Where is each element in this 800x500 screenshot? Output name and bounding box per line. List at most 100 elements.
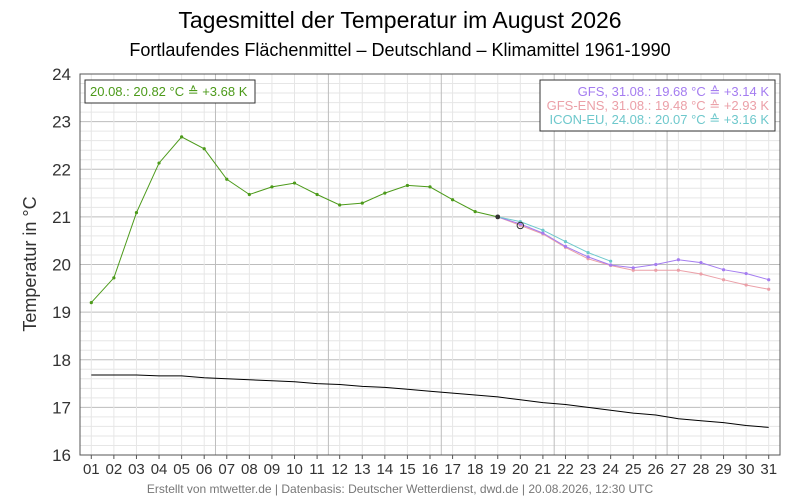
data-point-gfs-ens: [676, 268, 680, 272]
data-point-gfs: [586, 255, 590, 259]
observed-last-marker: [495, 214, 501, 220]
data-point-observed: [225, 177, 229, 181]
data-point-observed: [270, 185, 274, 189]
data-point-observed: [450, 198, 455, 202]
series-group: [89, 135, 771, 428]
x-tick-label: 19: [489, 461, 506, 478]
x-tick-label: 12: [331, 461, 348, 478]
current-mean-marker: [516, 221, 525, 230]
data-point-gfs: [744, 271, 748, 276]
legend-left: 20.08.: 20.82 °C ≙ +3.68 K: [84, 79, 256, 104]
y-tick-label: 22: [52, 160, 71, 179]
data-point-observed: [134, 210, 139, 215]
x-tick-label: 29: [715, 461, 732, 478]
y-tick-label: 23: [52, 113, 71, 132]
chart-subtitle: Fortlaufendes Flächenmittel – Deutschlan…: [129, 40, 670, 60]
data-point-gfs-ens: [631, 268, 635, 272]
data-point-icon-eu: [563, 240, 568, 244]
y-axis-label: Temperatur in °C: [20, 196, 40, 331]
data-point-observed: [202, 147, 206, 151]
data-point-gfs: [654, 262, 658, 267]
x-tick-label: 14: [376, 461, 393, 478]
legend-left-box: [84, 79, 256, 104]
x-tick-label: 09: [264, 461, 281, 478]
legend-right: GFS, 31.08.: 19.68 °C ≙ +3.14 K GFS-ENS,…: [539, 79, 776, 132]
data-point-gfs: [609, 263, 613, 267]
x-tick-label: 04: [151, 461, 168, 478]
y-tick-label: 16: [52, 446, 71, 465]
series-line-climate: [91, 374, 769, 428]
x-tick-label: 24: [602, 461, 619, 478]
data-point-observed: [383, 191, 387, 195]
x-tick-label: 31: [760, 461, 777, 478]
x-tick-label: 06: [196, 461, 213, 478]
data-point-gfs: [699, 260, 703, 265]
data-point-icon-eu: [541, 228, 545, 232]
legend-entry-gfs: GFS, 31.08.: 19.68 °C ≙ +3.14 K: [578, 84, 770, 99]
data-point-gfs: [721, 268, 726, 272]
data-point-observed: [112, 276, 116, 280]
x-tick-label: 23: [580, 461, 597, 478]
y-tick-label: 19: [52, 303, 71, 322]
data-point-gfs-ens: [699, 272, 703, 276]
legend-right-box: [539, 79, 776, 132]
x-axis: 01 02 03 04 05 06 07 08 09 10 11 12 13 14 15 16 17 18 19 20…: [83, 455, 777, 478]
x-tick-label: 02: [106, 461, 123, 478]
x-tick-label: 10: [286, 461, 303, 478]
data-point-observed: [338, 203, 342, 207]
x-tick-label: 30: [738, 461, 755, 478]
x-tick-label: 21: [535, 461, 552, 478]
x-tick-label: 08: [241, 461, 258, 478]
data-point-gfs: [518, 222, 522, 226]
data-point-observed: [428, 185, 432, 189]
data-point-observed: [157, 161, 161, 165]
data-point-gfs-ens: [654, 268, 658, 272]
x-tick-label: 03: [128, 461, 145, 478]
y-tick-label: 20: [52, 256, 71, 275]
data-point-observed: [180, 135, 184, 139]
y-tick-label: 18: [52, 351, 71, 370]
data-point-observed: [473, 210, 477, 214]
y-tick-label: 21: [52, 208, 71, 227]
data-point-icon-eu: [586, 250, 590, 255]
legend-entry-icon-eu: ICON-EU, 24.08.: 20.07 °C ≙ +3.16 K: [549, 112, 769, 127]
data-point-observed: [315, 192, 319, 197]
x-tick-label: 01: [83, 461, 100, 478]
data-point-observed: [89, 301, 93, 305]
x-tick-label: 11: [309, 461, 325, 478]
data-point-gfs: [676, 258, 680, 262]
y-tick-label: 24: [52, 65, 71, 84]
data-point-gfs: [631, 266, 635, 270]
y-axis: 16 17 18 19 20 21 22 23 24: [52, 65, 71, 465]
chart-title: Tagesmittel der Temperatur im August 202…: [178, 7, 621, 33]
x-tick-label: 18: [467, 461, 484, 478]
data-point-gfs: [541, 231, 545, 235]
x-tick-label: 20: [512, 461, 529, 478]
data-point-observed: [405, 183, 410, 188]
chart-footer: Erstellt von mtwetter.de | Datenbasis: D…: [147, 482, 654, 496]
x-tick-label: 26: [647, 461, 664, 478]
legend-left-entry: 20.08.: 20.82 °C ≙ +3.68 K: [90, 84, 248, 99]
data-point-gfs-ens: [744, 283, 748, 287]
x-tick-label: 17: [444, 461, 461, 478]
x-tick-label: 07: [218, 461, 235, 478]
x-tick-label: 25: [625, 461, 642, 478]
data-point-observed: [247, 192, 251, 197]
y-tick-label: 17: [52, 398, 71, 417]
x-tick-label: 05: [173, 461, 190, 478]
data-point-gfs: [767, 278, 771, 282]
data-point-gfs-ens: [767, 287, 771, 291]
data-point-gfs-ens: [721, 278, 726, 282]
x-tick-label: 13: [354, 461, 371, 478]
data-point-icon-eu: [609, 259, 613, 263]
data-point-gfs: [563, 244, 568, 249]
data-point-observed: [360, 201, 364, 205]
x-tick-label: 15: [399, 461, 416, 478]
x-tick-label: 27: [670, 461, 687, 478]
data-point-observed: [292, 181, 297, 185]
x-tick-label: 28: [693, 461, 710, 478]
series-line-icon-eu: [497, 216, 611, 262]
x-tick-label: 16: [422, 461, 439, 478]
legend-entry-gfs-ens: GFS-ENS, 31.08.: 19.48 °C ≙ +2.93 K: [547, 98, 770, 113]
